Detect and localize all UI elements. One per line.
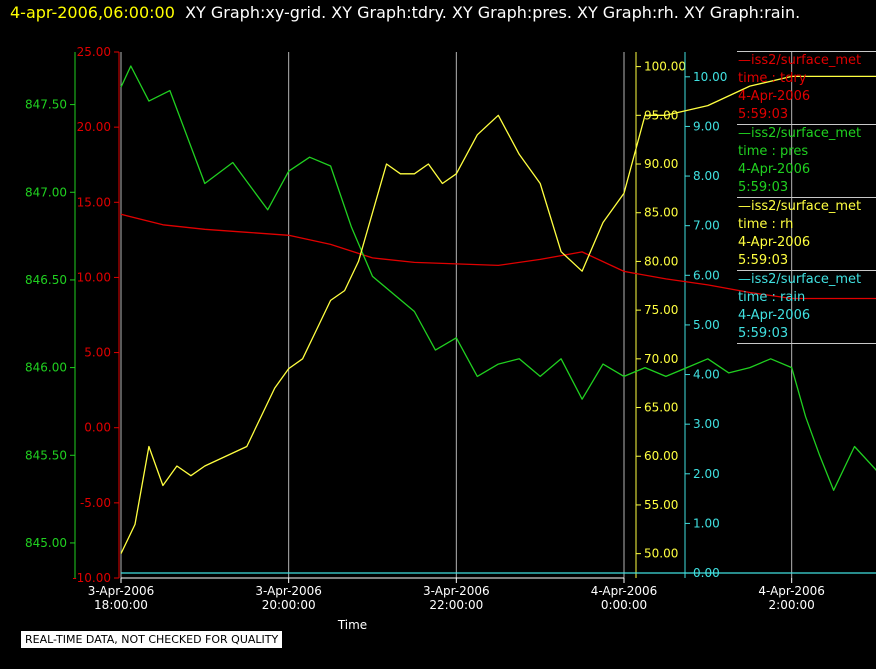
- series-line-tdry: [120, 213, 876, 300]
- rh-tick-label: 50.00: [644, 547, 678, 561]
- x-axis-title: Time: [337, 618, 367, 632]
- series-line-pres: [120, 65, 876, 491]
- tdry-tick-label: -5.00: [80, 496, 111, 510]
- x-tick-label-date: 3-Apr-2006: [423, 584, 490, 598]
- pres-tick-label: 846.50: [25, 273, 67, 287]
- tdry-tick-label: 5.00: [84, 346, 111, 360]
- pres-tick-label: 847.50: [25, 98, 67, 112]
- tdry-tick-label: 20.00: [77, 120, 111, 134]
- legend-entry-pres: —iss2/surface_met time : pres 4-Apr-2006…: [737, 124, 876, 197]
- rh-tick-label: 90.00: [644, 157, 678, 171]
- legend: —iss2/surface_met time : tdry 4-Apr-2006…: [737, 51, 876, 344]
- rh-tick-label: 75.00: [644, 303, 678, 317]
- pres-tick-label: 845.50: [25, 448, 67, 462]
- legend-variable: time : pres: [738, 144, 809, 159]
- legend-time: 5:59:03: [738, 180, 789, 195]
- x-tick-label-time: 18:00:00: [94, 598, 148, 612]
- rh-tick-label: 80.00: [644, 254, 678, 268]
- rain-tick-label: 7.00: [693, 219, 720, 233]
- x-tick-label-date: 3-Apr-2006: [255, 584, 322, 598]
- header-timestamp: 4-apr-2006,06:00:00: [10, 3, 175, 22]
- rh-tick-label: 65.00: [644, 401, 678, 415]
- pres-tick-label: 847.00: [25, 185, 67, 199]
- legend-time: 5:59:03: [738, 253, 789, 268]
- legend-entry-tdry: —iss2/surface_met time : tdry 4-Apr-2006…: [737, 51, 876, 124]
- legend-entry-rh: —iss2/surface_met time : rh 4-Apr-2006 5…: [737, 197, 876, 270]
- legend-date: 4-Apr-2006: [738, 89, 811, 104]
- rain-tick-label: 10.00: [693, 70, 727, 84]
- rain-tick-label: 2.00: [693, 467, 720, 481]
- legend-date: 4-Apr-2006: [738, 308, 811, 323]
- legend-source: —iss2/surface_met: [738, 53, 862, 68]
- tdry-tick-label: -10.00: [72, 571, 111, 585]
- x-tick-label-date: 4-Apr-2006: [758, 584, 825, 598]
- legend-source: —iss2/surface_met: [738, 199, 862, 214]
- tdry-tick-label: 10.00: [77, 270, 111, 284]
- chart-header: 4-apr-2006,06:00:00 XY Graph:xy-grid. XY…: [10, 3, 800, 22]
- rain-tick-label: 5.00: [693, 318, 720, 332]
- tdry-tick-label: 0.00: [84, 421, 111, 435]
- rh-tick-label: 55.00: [644, 498, 678, 512]
- pres-tick-label: 845.00: [25, 536, 67, 550]
- rh-tick-label: 100.00: [644, 60, 686, 74]
- legend-entry-rain: —iss2/surface_met time : rain 4-Apr-2006…: [737, 270, 876, 344]
- rh-tick-label: 60.00: [644, 449, 678, 463]
- series-line-rh: [120, 75, 876, 554]
- rh-tick-label: 70.00: [644, 352, 678, 366]
- rain-tick-label: 3.00: [693, 417, 720, 431]
- rain-tick-label: 1.00: [693, 516, 720, 530]
- rain-tick-label: 6.00: [693, 268, 720, 282]
- rain-tick-label: 4.00: [693, 368, 720, 382]
- x-tick-label-time: 2:00:00: [769, 598, 815, 612]
- x-tick-label-time: 0:00:00: [601, 598, 647, 612]
- legend-source: —iss2/surface_met: [738, 126, 862, 141]
- legend-date: 4-Apr-2006: [738, 162, 811, 177]
- legend-variable: time : tdry: [738, 71, 807, 86]
- x-tick-label-date: 3-Apr-2006: [88, 584, 155, 598]
- legend-time: 5:59:03: [738, 107, 789, 122]
- x-tick-label-time: 22:00:00: [429, 598, 483, 612]
- tdry-tick-label: 15.00: [77, 195, 111, 209]
- x-tick-label-date: 4-Apr-2006: [591, 584, 658, 598]
- legend-time: 5:59:03: [738, 326, 789, 341]
- tdry-tick-label: 25.00: [77, 45, 111, 59]
- header-titles: XY Graph:xy-grid. XY Graph:tdry. XY Grap…: [185, 3, 801, 22]
- x-tick-label-time: 20:00:00: [262, 598, 316, 612]
- legend-variable: time : rh: [738, 217, 794, 232]
- legend-variable: time : rain: [738, 290, 806, 305]
- quality-disclaimer: REAL-TIME DATA, NOT CHECKED FOR QUALITY: [21, 631, 283, 648]
- legend-source: —iss2/surface_met: [738, 272, 862, 287]
- rain-tick-label: 8.00: [693, 169, 720, 183]
- pres-tick-label: 846.00: [25, 361, 67, 375]
- rh-tick-label: 85.00: [644, 206, 678, 220]
- rain-tick-label: 9.00: [693, 119, 720, 133]
- legend-date: 4-Apr-2006: [738, 235, 811, 250]
